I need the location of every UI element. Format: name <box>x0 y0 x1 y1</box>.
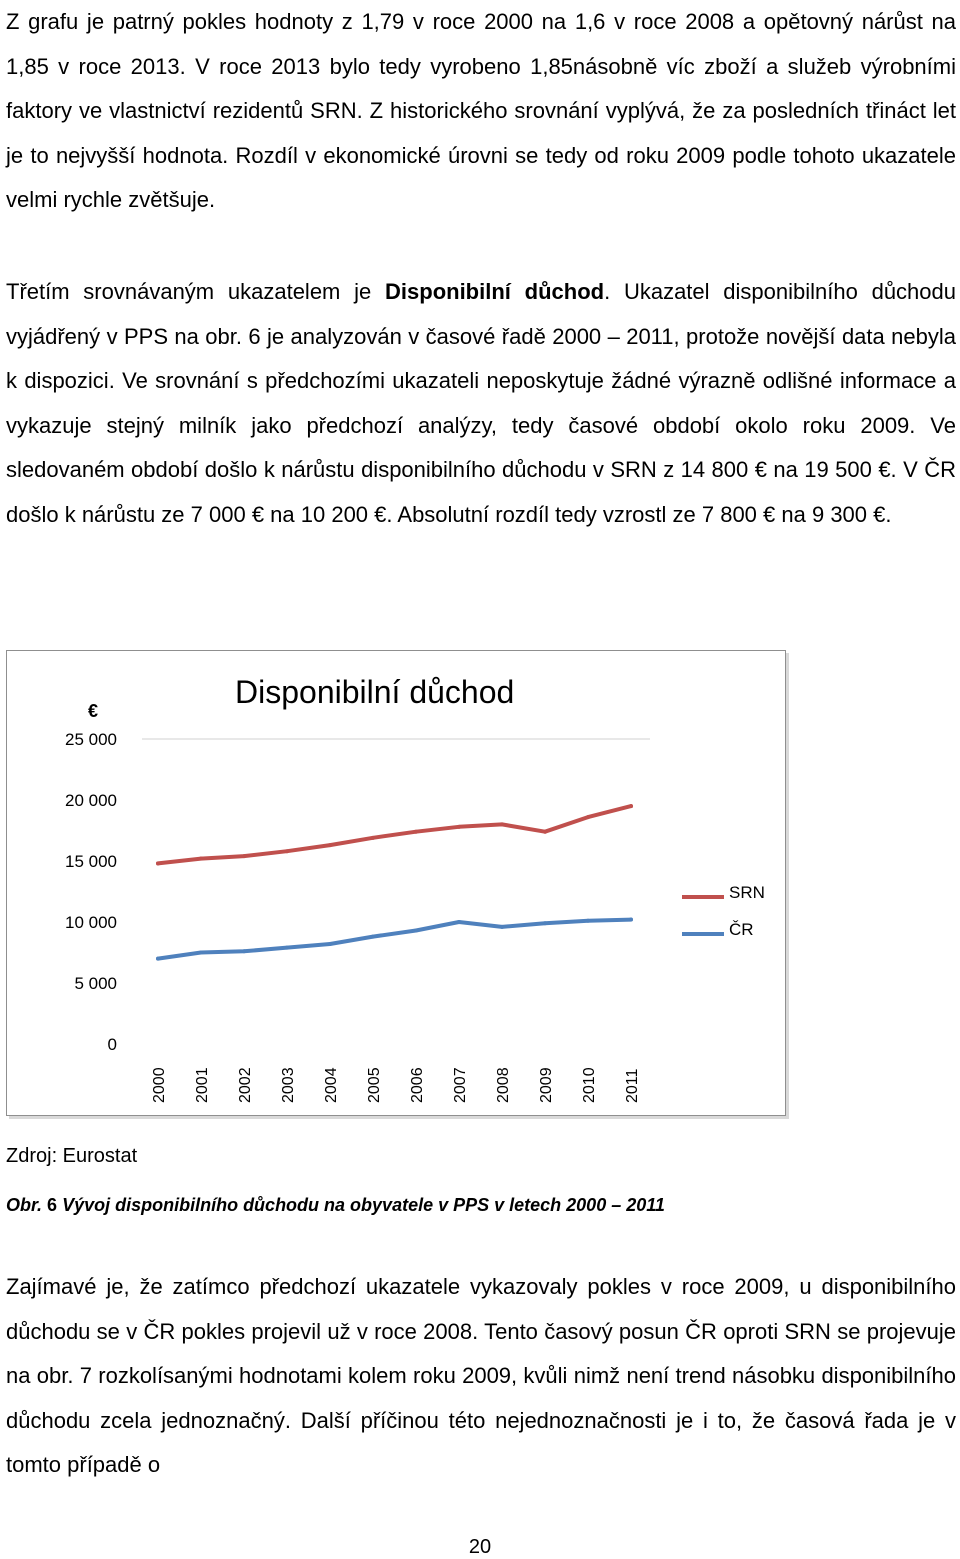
data-point-ČR <box>242 949 246 954</box>
disposable-income-chart: Disponibilní důchod €0 5 000 10 000 15 000 20… <box>65 674 765 1103</box>
paragraph-time-shift: Zajímavé je, že zatímco předchozí ukazat… <box>6 1274 956 1478</box>
paragraph-gdp-comparison: Z grafu je patrný pokles hodnoty z 1,79 … <box>6 9 956 213</box>
data-point-SRN <box>414 829 418 834</box>
paragraph-intro: Třetím srovnávaným ukazatelem je <box>6 279 386 304</box>
data-point-ČR <box>500 924 504 929</box>
data-point-SRN <box>285 849 289 854</box>
data-point-ČR <box>285 945 289 950</box>
data-point-SRN <box>500 822 504 827</box>
y-tick-label: 15 000 <box>65 852 117 871</box>
series-line-ČR <box>156 917 633 961</box>
data-point-ČR <box>586 918 590 923</box>
figure-caption: Obr. 6 Vývoj disponibilního důchodu na o… <box>6 1195 665 1216</box>
data-point-ČR <box>199 950 203 955</box>
chart-container: Disponibilní důchod €0 5 000 10 000 15 000 20… <box>6 650 786 1116</box>
paragraph-body: . Ukazatel disponibilního důchodu vyjádř… <box>6 279 956 527</box>
data-point-SRN <box>199 856 203 861</box>
x-tick-label: 2010 <box>581 1067 598 1103</box>
x-tick-label: 2009 <box>538 1067 555 1103</box>
page-number: 20 <box>468 1536 492 1558</box>
data-point-SRN <box>457 824 461 829</box>
data-point-SRN <box>371 835 375 840</box>
y-tick-label: 25 000 <box>65 730 117 749</box>
data-point-SRN <box>242 854 246 859</box>
x-tick-label: 2007 <box>452 1067 469 1103</box>
paragraph-disposable-income: Třetím srovnávaným ukazatelem je Disponi… <box>6 270 956 538</box>
legend-label-ČR: ČR <box>729 920 754 939</box>
y-axis-unit-label: € <box>88 701 98 721</box>
x-tick-label: 2011 <box>624 1068 641 1103</box>
y-tick-label: 5 000 <box>74 974 117 993</box>
x-tick-label: 2001 <box>194 1067 211 1103</box>
source-note: Zdroj: Eurostat <box>6 1145 138 1167</box>
y-tick-label: 20 000 <box>65 791 117 810</box>
caption-text: Vývoj disponibilního důchodu na obyvatel… <box>62 1195 665 1215</box>
data-point-ČR <box>156 956 160 961</box>
data-point-ČR <box>328 941 332 946</box>
x-tick-label: 2004 <box>323 1067 340 1103</box>
caption-number: 6 <box>47 1195 58 1215</box>
x-tick-label: 2002 <box>237 1067 254 1103</box>
x-tick-label: 2000 <box>151 1067 168 1103</box>
data-point-SRN <box>156 861 160 866</box>
data-point-ČR <box>414 928 418 933</box>
x-tick-label: 2008 <box>495 1067 512 1103</box>
x-tick-label: 2003 <box>280 1067 297 1103</box>
data-point-SRN <box>586 815 590 820</box>
data-point-ČR <box>543 921 547 926</box>
series-line-SRN <box>156 804 633 866</box>
y-tick-label: 0 <box>108 1035 117 1054</box>
data-point-ČR <box>457 920 461 924</box>
data-point-ČR <box>371 934 375 939</box>
x-tick-label: 2006 <box>409 1067 426 1103</box>
chart-title: Disponibilní důchod <box>235 674 514 710</box>
data-point-SRN <box>543 829 547 834</box>
caption-prefix: Obr. <box>6 1195 43 1215</box>
legend-label-SRN: SRN <box>729 883 765 902</box>
data-point-ČR <box>629 917 633 922</box>
x-tick-label: 2005 <box>366 1067 383 1103</box>
data-point-SRN <box>328 843 332 848</box>
data-point-SRN <box>629 804 633 809</box>
y-tick-label: 10 000 <box>65 913 117 932</box>
indicator-name-bold: Disponibilní důchod <box>385 279 605 304</box>
